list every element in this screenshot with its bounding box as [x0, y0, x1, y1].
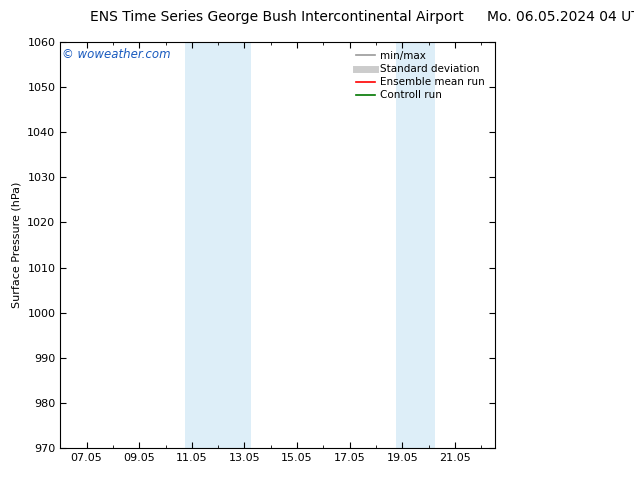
Bar — [396, 42, 436, 448]
Text: © woweather.com: © woweather.com — [62, 48, 171, 61]
Bar — [185, 42, 251, 448]
Legend: min/max, Standard deviation, Ensemble mean run, Controll run: min/max, Standard deviation, Ensemble me… — [353, 47, 489, 104]
Text: Mo. 06.05.2024 04 UTC: Mo. 06.05.2024 04 UTC — [486, 10, 634, 24]
Text: ENS Time Series George Bush Intercontinental Airport: ENS Time Series George Bush Intercontine… — [91, 10, 464, 24]
Y-axis label: Surface Pressure (hPa): Surface Pressure (hPa) — [11, 182, 22, 308]
